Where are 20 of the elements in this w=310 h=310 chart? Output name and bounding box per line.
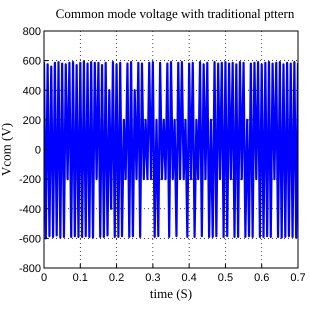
line-series	[44, 60, 298, 240]
y-tick-label: 400	[22, 85, 41, 98]
y-tick-label: -400	[18, 204, 41, 216]
y-axis-title: Vcom (V)	[0, 122, 14, 176]
y-tick-label: 200	[22, 114, 41, 127]
x-tick-label: 0.7	[290, 272, 306, 284]
x-tick-label: 0.4	[181, 272, 197, 284]
y-tick-label: 600	[22, 56, 41, 68]
x-axis-title: time (S)	[150, 286, 192, 301]
x-tick-label: 0.6	[254, 272, 270, 284]
y-tick-label: 800	[22, 26, 41, 38]
y-tick-label: -800	[18, 263, 41, 275]
chart-title: Common mode voltage with traditional pttern	[56, 6, 295, 21]
y-tick-label: -600	[18, 233, 41, 246]
y-tick-label: 0	[34, 144, 41, 156]
x-tick-label: 0.5	[218, 272, 234, 284]
x-tick-label: 0.1	[72, 272, 88, 284]
y-tick-label: -200	[18, 174, 41, 186]
x-tick-label: 0.3	[145, 272, 161, 284]
x-tick-label: 0.2	[108, 272, 124, 284]
